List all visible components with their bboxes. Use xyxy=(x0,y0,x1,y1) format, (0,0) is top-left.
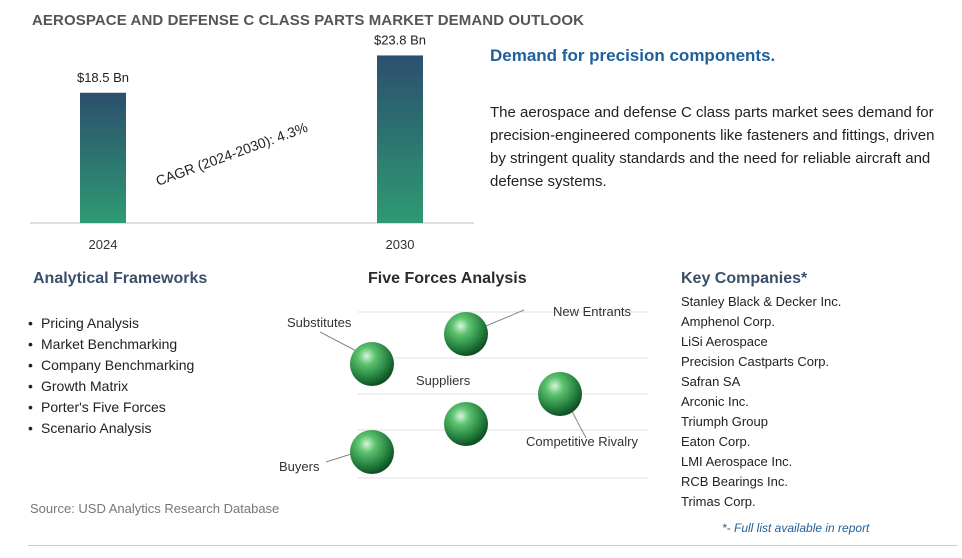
list-item: Arconic Inc. xyxy=(681,394,749,409)
bullet-icon: • xyxy=(28,336,33,352)
list-item: Triumph Group xyxy=(681,414,768,429)
list-item: Safran SA xyxy=(681,374,741,389)
cagr-annotation: CAGR (2024-2030): 4.3% xyxy=(154,119,310,189)
list-item: • Growth Matrix xyxy=(28,376,194,397)
five-forces-heading: Five Forces Analysis xyxy=(368,270,527,287)
list-item: • Market Benchmarking xyxy=(28,334,194,355)
five-forces-diagram: Substitutes New Entrants Suppliers Compe… xyxy=(279,304,648,479)
tick-label-2030: 2030 xyxy=(386,237,415,252)
bullet-icon: • xyxy=(28,315,33,331)
list-item: • Porter's Five Forces xyxy=(28,397,194,418)
key-companies-heading: Key Companies* xyxy=(681,270,808,287)
data-label-2030: $23.8 Bn xyxy=(374,32,426,47)
bar-chart: $18.5 Bn 2024 $23.8 Bn 2030 CAGR (2024-2030… xyxy=(30,32,474,252)
list-item: • Scenario Analysis xyxy=(28,418,194,439)
bullet-icon: • xyxy=(28,378,33,394)
list-item: Eaton Corp. xyxy=(681,434,751,449)
frameworks-list: • Pricing Analysis • Market Benchmarking •… xyxy=(28,313,194,439)
label-substitutes: Substitutes xyxy=(287,315,352,330)
source-note: Source: USD Analytics Research Database xyxy=(30,501,280,516)
list-item: LiSi Aerospace xyxy=(681,334,768,349)
label-suppliers: Suppliers xyxy=(416,373,471,388)
list-item: • Pricing Analysis xyxy=(28,313,194,334)
label-competitive-rivalry: Competitive Rivalry xyxy=(526,434,638,449)
bullet-icon: • xyxy=(28,420,33,436)
list-item: • Company Benchmarking xyxy=(28,355,194,376)
label-new-entrants: New Entrants xyxy=(553,304,632,319)
label-buyers: Buyers xyxy=(279,459,320,474)
bullet-icon: • xyxy=(28,357,33,373)
divider xyxy=(28,545,958,546)
bar-2024 xyxy=(80,92,126,223)
page-title: AEROSPACE AND DEFENSE C CLASS PARTS MARK… xyxy=(32,12,585,29)
bullet-icon: • xyxy=(28,399,33,415)
list-item: RCB Bearings Inc. xyxy=(681,474,788,489)
companies-list: Stanley Black & Decker Inc. Amphenol Cor… xyxy=(681,292,841,512)
connector-new-entrants xyxy=(485,309,525,327)
sphere-rivalry xyxy=(538,372,582,416)
sphere-new-entrants xyxy=(444,312,488,356)
bar-2030 xyxy=(377,55,423,224)
tick-label-2024: 2024 xyxy=(89,237,118,252)
list-item: LMI Aerospace Inc. xyxy=(681,454,793,469)
description: The aerospace and defense C class parts … xyxy=(490,104,935,190)
data-label-2024: $18.5 Bn xyxy=(77,70,129,85)
headline: Demand for precision components. xyxy=(490,46,776,65)
sphere-suppliers xyxy=(444,402,488,446)
frameworks-heading: Analytical Frameworks xyxy=(33,270,208,287)
list-item: Amphenol Corp. xyxy=(681,314,775,329)
list-item: Trimas Corp. xyxy=(681,494,756,509)
sphere-buyers xyxy=(350,430,394,474)
list-item: Stanley Black & Decker Inc. xyxy=(681,294,842,309)
footnote: *- Full list available in report xyxy=(722,521,870,535)
sphere-substitutes xyxy=(350,342,394,386)
list-item: Precision Castparts Corp. xyxy=(681,354,830,369)
